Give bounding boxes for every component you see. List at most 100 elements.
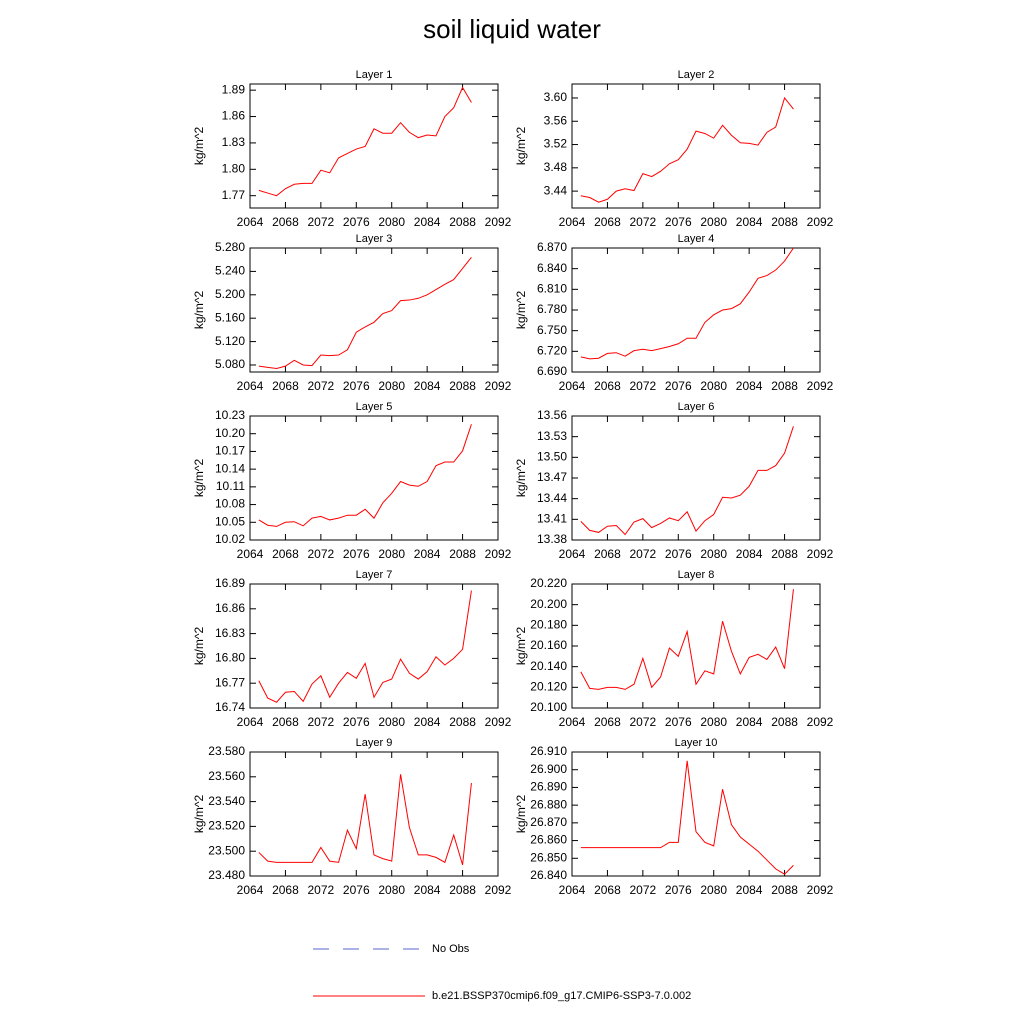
y-tick-label: 1.77 <box>222 188 246 202</box>
y-tick-label: 26.900 <box>530 762 567 776</box>
y-tick-label: 20.120 <box>530 680 567 694</box>
x-tick-label: 2068 <box>594 215 621 229</box>
x-tick-label: 2084 <box>736 379 763 393</box>
y-axis-label: kg/m^2 <box>514 795 528 834</box>
y-tick-label: 20.160 <box>530 638 567 652</box>
panel-title: Layer 3 <box>356 233 393 245</box>
y-tick-label: 1.83 <box>222 135 246 149</box>
y-tick-label: 1.86 <box>222 109 246 123</box>
x-tick-label: 2092 <box>807 547 834 561</box>
y-tick-label: 5.080 <box>215 357 245 371</box>
x-tick-label: 2088 <box>771 883 798 897</box>
plot-frame <box>249 83 499 209</box>
y-tick-label: 26.860 <box>530 833 567 847</box>
x-tick-label: 2064 <box>237 715 264 729</box>
y-tick-label: 26.850 <box>530 850 567 864</box>
legend-label: b.e21.BSSP370cmip6.f09_g17.CMIP6-SSP3-7.… <box>432 990 691 1002</box>
x-tick-label: 2068 <box>272 547 299 561</box>
y-tick-label: 16.80 <box>215 651 245 665</box>
x-tick-label: 2088 <box>449 883 476 897</box>
y-axis-label: kg/m^2 <box>514 291 528 330</box>
x-tick-label: 2084 <box>414 379 441 393</box>
y-tick-label: 10.02 <box>215 532 245 546</box>
plot-frame <box>249 247 499 373</box>
x-tick-label: 2068 <box>594 547 621 561</box>
y-tick-label: 6.690 <box>537 364 567 378</box>
x-tick-label: 2064 <box>559 215 586 229</box>
y-tick-label: 26.870 <box>530 815 567 829</box>
x-tick-label: 2084 <box>414 883 441 897</box>
x-tick-label: 2076 <box>343 547 370 561</box>
x-tick-label: 2076 <box>343 215 370 229</box>
y-tick-label: 6.810 <box>537 282 567 296</box>
x-tick-label: 2092 <box>807 379 834 393</box>
x-tick-label: 2068 <box>272 715 299 729</box>
x-tick-label: 2076 <box>343 379 370 393</box>
x-tick-label: 2072 <box>630 715 657 729</box>
x-tick-label: 2068 <box>594 379 621 393</box>
x-tick-label: 2076 <box>665 379 692 393</box>
y-tick-label: 23.560 <box>208 769 245 783</box>
x-tick-label: 2092 <box>807 883 834 897</box>
x-tick-label: 2076 <box>343 883 370 897</box>
y-axis-label: kg/m^2 <box>514 627 528 666</box>
y-tick-label: 5.280 <box>215 240 245 254</box>
y-tick-label: 20.140 <box>530 659 567 673</box>
y-tick-label: 23.580 <box>208 744 245 758</box>
x-tick-label: 2088 <box>771 215 798 229</box>
x-tick-label: 2072 <box>308 215 335 229</box>
panel-title: Layer 4 <box>678 233 715 245</box>
x-tick-label: 2076 <box>665 715 692 729</box>
panel-title: Layer 6 <box>678 401 715 413</box>
plot-frame <box>571 751 821 877</box>
panel-title: Layer 2 <box>678 69 715 81</box>
panel-title: Layer 1 <box>356 69 393 81</box>
y-tick-label: 6.780 <box>537 302 567 316</box>
y-axis-label: kg/m^2 <box>192 795 206 834</box>
y-axis-label: kg/m^2 <box>514 459 528 498</box>
y-tick-label: 5.160 <box>215 310 245 324</box>
data-line <box>258 86 472 197</box>
x-tick-label: 2092 <box>485 215 512 229</box>
x-tick-label: 2080 <box>700 883 727 897</box>
x-tick-label: 2092 <box>807 715 834 729</box>
x-tick-label: 2064 <box>237 215 264 229</box>
y-tick-label: 20.200 <box>530 597 567 611</box>
x-tick-label: 2092 <box>485 547 512 561</box>
x-tick-label: 2076 <box>665 883 692 897</box>
x-tick-label: 2072 <box>308 715 335 729</box>
y-tick-label: 26.840 <box>530 868 567 882</box>
x-tick-label: 2088 <box>449 715 476 729</box>
y-tick-label: 10.17 <box>215 444 245 458</box>
x-tick-label: 2072 <box>630 379 657 393</box>
y-tick-label: 5.120 <box>215 334 245 348</box>
x-tick-label: 2080 <box>378 215 405 229</box>
y-tick-label: 10.08 <box>215 497 245 511</box>
y-tick-label: 10.23 <box>215 408 245 422</box>
x-tick-label: 2072 <box>308 379 335 393</box>
panel-title: Layer 7 <box>356 569 393 581</box>
plot-frame <box>249 415 499 541</box>
x-tick-label: 2084 <box>736 215 763 229</box>
y-tick-label: 16.86 <box>215 601 245 615</box>
x-tick-label: 2084 <box>414 215 441 229</box>
y-axis-label: kg/m^2 <box>192 127 206 166</box>
x-tick-label: 2080 <box>700 715 727 729</box>
y-tick-label: 3.60 <box>544 90 568 104</box>
data-line <box>258 424 472 527</box>
data-line <box>258 774 472 865</box>
x-tick-label: 2072 <box>630 883 657 897</box>
x-tick-label: 2088 <box>449 379 476 393</box>
data-line <box>580 247 794 360</box>
x-tick-label: 2088 <box>449 547 476 561</box>
y-tick-label: 23.540 <box>208 794 245 808</box>
data-line <box>580 96 794 203</box>
panel-title: Layer 5 <box>356 401 393 413</box>
y-tick-label: 10.14 <box>215 461 245 475</box>
y-tick-label: 26.880 <box>530 797 567 811</box>
x-tick-label: 2080 <box>378 547 405 561</box>
x-tick-label: 2068 <box>594 715 621 729</box>
x-tick-label: 2080 <box>700 215 727 229</box>
x-tick-label: 2080 <box>700 547 727 561</box>
x-tick-label: 2088 <box>771 715 798 729</box>
